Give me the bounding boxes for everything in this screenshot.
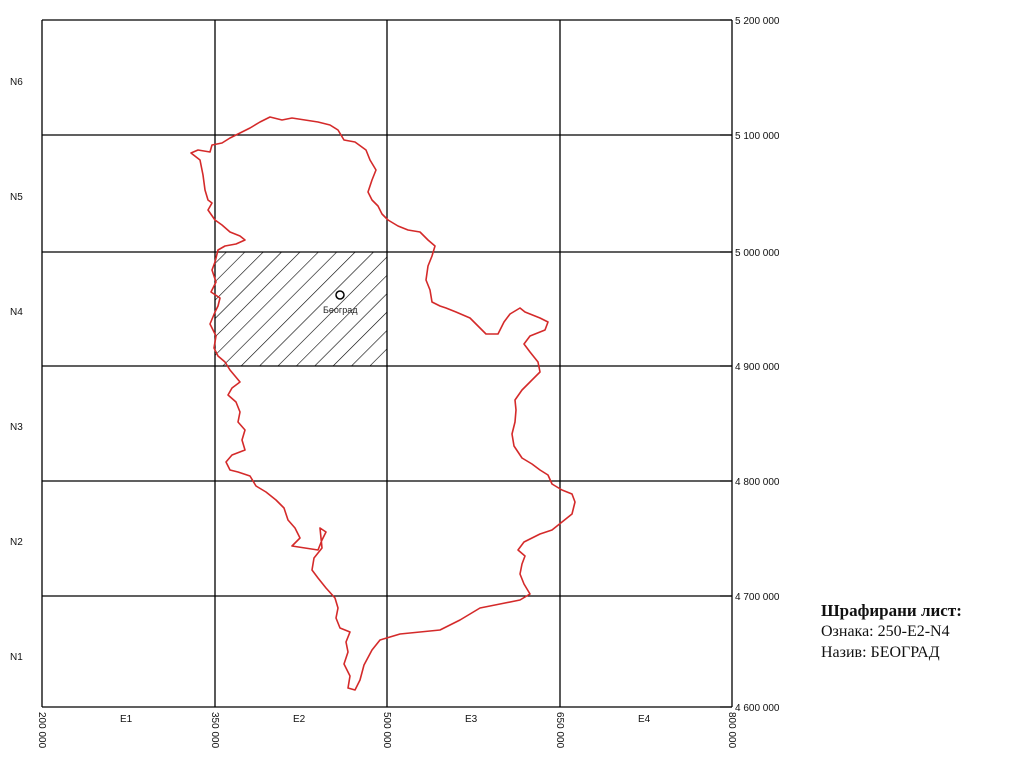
col-label-e2: E2	[293, 714, 306, 725]
column-labels: E1 E2 E3 E4	[120, 714, 651, 725]
row-label-n2: N2	[10, 537, 23, 548]
y-ticks	[720, 19, 732, 708]
legend: Шрафирани лист: Ознака: 250-E2-N4 Назив:…	[821, 600, 962, 663]
x-tick-label: 650 000	[554, 712, 565, 749]
col-label-e3: E3	[465, 714, 478, 725]
legend-code: Ознака: 250-E2-N4	[821, 623, 950, 640]
row-label-n6: N6	[10, 77, 23, 88]
row-label-n5: N5	[10, 192, 23, 203]
y-tick-label: 4 800 000	[735, 477, 780, 488]
x-tick-label: 800 000	[726, 712, 737, 749]
col-label-e4: E4	[638, 714, 651, 725]
row-label-n3: N3	[10, 422, 23, 433]
legend-name: Назив: БЕОГРАД	[821, 644, 940, 661]
hatched-sheet	[215, 252, 387, 366]
grid	[41, 19, 733, 708]
col-label-e1: E1	[120, 714, 133, 725]
city-marker-icon	[335, 290, 345, 300]
city-label: Београд	[323, 305, 358, 315]
x-tick-labels: 200 000 350 000 500 000 650 000 800 000	[36, 712, 737, 749]
row-label-n1: N1	[10, 652, 23, 663]
y-tick-label: 4 600 000	[735, 703, 780, 714]
x-tick-label: 350 000	[209, 712, 220, 749]
y-tick-labels: 5 200 000 5 100 000 5 000 000 4 900 000 …	[735, 16, 780, 714]
y-tick-label: 4 700 000	[735, 592, 780, 603]
country-border	[190, 116, 576, 691]
y-tick-label: 5 100 000	[735, 131, 780, 142]
x-tick-label: 200 000	[36, 712, 47, 749]
row-label-n4: N4	[10, 307, 23, 318]
y-tick-label: 5 200 000	[735, 16, 780, 27]
y-tick-label: 4 900 000	[735, 362, 780, 373]
y-tick-label: 5 000 000	[735, 248, 780, 259]
x-tick-label: 500 000	[381, 712, 392, 749]
legend-title: Шрафирани лист:	[821, 601, 962, 620]
row-labels: N6 N5 N4 N3 N2 N1	[10, 77, 23, 663]
